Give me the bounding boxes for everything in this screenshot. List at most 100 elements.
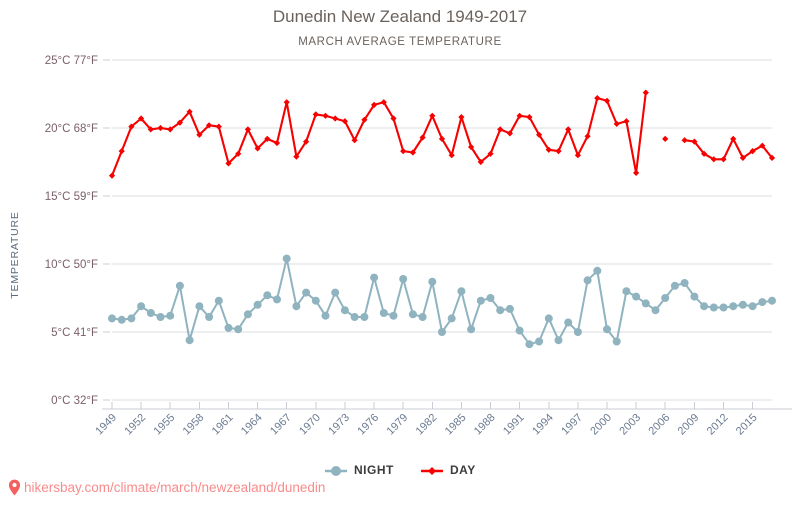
data-point bbox=[651, 306, 660, 315]
legend-item-day[interactable]: DAY bbox=[421, 463, 476, 477]
data-point bbox=[215, 123, 222, 130]
data-point bbox=[748, 302, 757, 311]
x-tick-label: 2000 bbox=[588, 412, 614, 438]
data-point bbox=[196, 131, 203, 138]
y-axis: 0°C 32°F 5°C 41°F 10°C 50°F 15°C 59°F 20°C 6… bbox=[45, 55, 110, 407]
x-tick-label: 1958 bbox=[181, 412, 207, 438]
data-point bbox=[360, 313, 369, 321]
x-tick-label: 1970 bbox=[297, 412, 323, 438]
data-point bbox=[254, 145, 261, 152]
x-tick-label: 2009 bbox=[676, 412, 702, 438]
data-point bbox=[186, 108, 193, 115]
chart-subtitle: MARCH AVERAGE TEMPERATURE bbox=[298, 36, 502, 48]
chart-legend: NIGHT DAY bbox=[325, 463, 476, 477]
data-point bbox=[156, 313, 165, 321]
data-point bbox=[768, 296, 776, 305]
data-point bbox=[458, 114, 465, 121]
x-tick-label: 1991 bbox=[501, 412, 527, 438]
y-tick-label: 15°C 59°F bbox=[45, 191, 98, 203]
data-point bbox=[700, 302, 709, 311]
source-link[interactable]: hikersbay.com/climate/march/newzealand/d… bbox=[8, 479, 325, 496]
x-tick-label: 1973 bbox=[326, 412, 352, 438]
data-point bbox=[593, 266, 602, 275]
data-point bbox=[758, 298, 767, 307]
data-point bbox=[535, 337, 544, 346]
data-point bbox=[195, 302, 204, 311]
data-point bbox=[584, 133, 591, 140]
data-point bbox=[428, 277, 437, 286]
data-point bbox=[661, 294, 670, 302]
data-point bbox=[623, 118, 630, 125]
data-point bbox=[244, 126, 251, 133]
data-point bbox=[719, 303, 728, 312]
data-point bbox=[389, 311, 398, 320]
data-point bbox=[497, 126, 504, 133]
data-point bbox=[175, 281, 184, 290]
data-point bbox=[128, 123, 135, 130]
data-point bbox=[564, 318, 573, 327]
data-point bbox=[690, 292, 699, 301]
series-day bbox=[108, 89, 776, 179]
data-point bbox=[603, 325, 611, 334]
data-point bbox=[185, 336, 194, 345]
data-point bbox=[225, 160, 232, 167]
data-point bbox=[419, 134, 426, 141]
data-point bbox=[603, 97, 611, 104]
legend-item-night[interactable]: NIGHT bbox=[325, 463, 394, 477]
data-point bbox=[138, 115, 145, 122]
data-point bbox=[176, 119, 183, 126]
data-point bbox=[701, 150, 708, 157]
data-series bbox=[108, 89, 776, 349]
source-link-text: hikersbay.com/climate/march/newzealand/d… bbox=[24, 480, 326, 495]
data-point bbox=[632, 292, 641, 301]
x-tick-label: 1979 bbox=[384, 412, 410, 438]
data-point bbox=[370, 273, 379, 282]
data-point bbox=[642, 89, 649, 96]
data-point bbox=[409, 149, 416, 156]
data-point bbox=[749, 148, 756, 155]
data-point bbox=[768, 154, 776, 161]
data-point bbox=[641, 299, 650, 308]
data-point bbox=[390, 115, 397, 122]
data-point bbox=[447, 314, 456, 323]
data-point bbox=[321, 311, 330, 320]
data-point bbox=[662, 135, 669, 142]
legend-label: DAY bbox=[450, 463, 476, 477]
data-point bbox=[147, 126, 154, 133]
data-point bbox=[565, 126, 572, 133]
data-point bbox=[322, 112, 329, 119]
data-point bbox=[720, 156, 727, 163]
x-tick-label: 1982 bbox=[414, 412, 440, 438]
data-point bbox=[574, 152, 581, 159]
data-point bbox=[515, 326, 524, 335]
data-point bbox=[612, 337, 621, 346]
x-tick-label: 1961 bbox=[210, 412, 236, 438]
data-point bbox=[554, 336, 563, 345]
series-line bbox=[683, 137, 774, 161]
data-point bbox=[739, 154, 746, 161]
data-point bbox=[467, 325, 476, 334]
data-point bbox=[214, 296, 223, 305]
legend-label: NIGHT bbox=[354, 463, 394, 477]
data-point bbox=[311, 296, 320, 305]
data-point bbox=[273, 295, 281, 304]
chart-title: Dunedin New Zealand 1949-2017 bbox=[273, 7, 527, 26]
data-point bbox=[729, 302, 738, 311]
x-tick-label: 1955 bbox=[152, 412, 178, 438]
data-point bbox=[282, 254, 291, 263]
data-point bbox=[691, 138, 698, 145]
data-point bbox=[224, 323, 233, 332]
series-night bbox=[108, 254, 776, 349]
legend-swatch-marker bbox=[331, 466, 341, 476]
data-point bbox=[633, 169, 640, 176]
data-point bbox=[263, 291, 272, 300]
x-axis: 1949 1952 1955 1958 1961 1964 1967 1970 1973 1976… bbox=[93, 402, 792, 437]
data-point bbox=[303, 138, 310, 145]
data-point bbox=[516, 112, 523, 119]
x-tick-label: 1997 bbox=[559, 412, 585, 438]
data-point bbox=[302, 288, 311, 297]
x-tick-label: 1949 bbox=[93, 412, 119, 438]
data-point bbox=[332, 115, 339, 122]
data-point bbox=[312, 111, 319, 118]
